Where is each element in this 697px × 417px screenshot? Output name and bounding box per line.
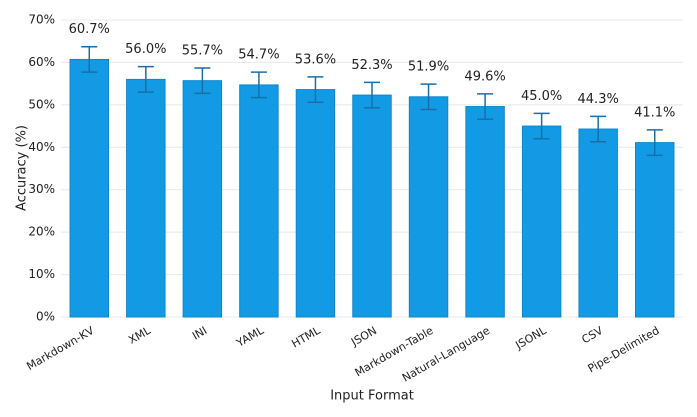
value-label: 52.3%: [351, 58, 392, 73]
x-tick-label: CSV: [579, 324, 605, 347]
value-label: 54.7%: [238, 48, 279, 63]
value-label: 60.7%: [69, 22, 110, 37]
bar: [521, 125, 562, 318]
y-axis-label: Accuracy (%): [15, 125, 30, 211]
x-axis-label: Input Format: [330, 389, 414, 404]
value-label: 44.3%: [578, 92, 619, 107]
bar: [352, 94, 392, 318]
y-tick-label: 0%: [36, 310, 55, 324]
x-tick-label: JSONL: [512, 324, 549, 353]
bar: [578, 128, 618, 318]
bar: [295, 89, 336, 318]
x-tick-label: XML: [126, 324, 153, 347]
y-tick-label: 40%: [28, 140, 55, 154]
x-tick-label: JSON: [348, 324, 379, 349]
value-label: 56.0%: [125, 42, 166, 57]
value-label: 51.9%: [408, 60, 449, 75]
bar: [239, 84, 279, 318]
bar: [69, 58, 109, 318]
y-tick-label: 20%: [28, 225, 55, 239]
value-label: 55.7%: [182, 43, 223, 58]
y-tick-label: 60%: [28, 55, 55, 69]
bar: [126, 78, 166, 318]
value-label: 45.0%: [521, 89, 562, 104]
y-tick-label: 10%: [28, 267, 55, 281]
x-tick-label: HTML: [289, 324, 323, 351]
bar: [635, 142, 675, 318]
x-tick-label: INI: [190, 324, 209, 343]
x-tick-label: Markdown-KV: [24, 324, 96, 373]
y-tick-label: 50%: [28, 97, 55, 111]
bar: [465, 106, 505, 318]
value-label: 49.6%: [464, 69, 505, 84]
x-tick-label: YAML: [233, 324, 266, 351]
y-tick-label: 30%: [28, 182, 55, 196]
value-label: 41.1%: [634, 105, 675, 120]
value-label: 53.6%: [295, 52, 336, 67]
y-tick-label: 70%: [28, 13, 55, 27]
bar: [182, 80, 223, 318]
bar: [408, 96, 449, 318]
